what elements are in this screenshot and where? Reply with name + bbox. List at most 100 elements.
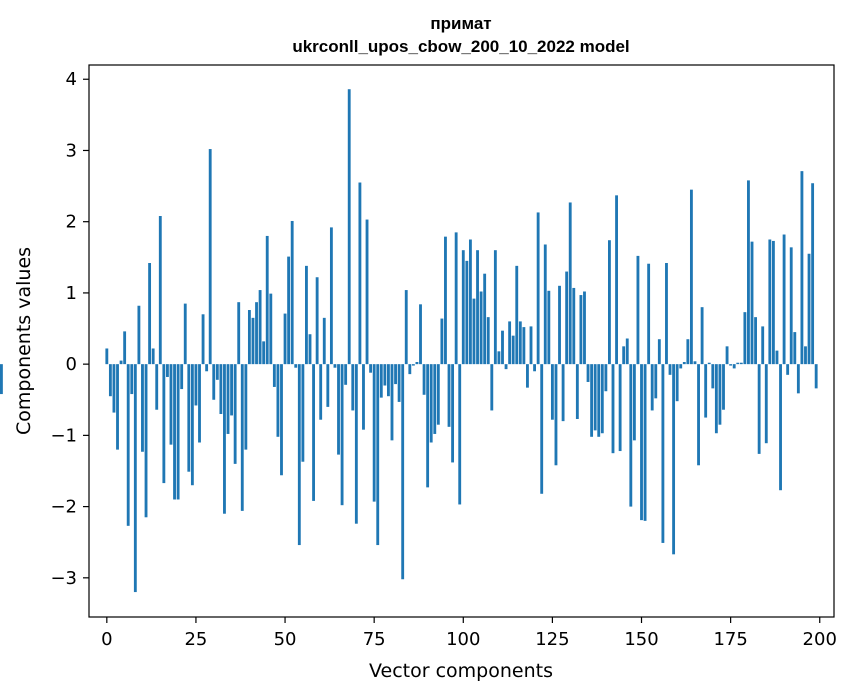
plot-frame (88, 64, 835, 618)
bar (568, 202, 572, 365)
bar (387, 364, 390, 397)
bar (476, 250, 479, 365)
bar (465, 260, 469, 365)
bar (689, 189, 693, 365)
bar (714, 364, 718, 434)
bar (657, 339, 661, 365)
bar (287, 256, 291, 365)
bar (771, 240, 775, 365)
bar (747, 180, 750, 365)
bar (454, 232, 458, 365)
bar (486, 317, 490, 365)
bar (593, 364, 597, 431)
y-tick-label: 0 (66, 354, 77, 375)
bar (440, 318, 444, 365)
bar (789, 247, 793, 365)
bar (344, 364, 348, 385)
bar (347, 89, 351, 365)
bar (205, 364, 209, 372)
x-tick-label: 200 (803, 629, 837, 650)
bar (280, 364, 283, 476)
bar (636, 255, 640, 365)
bar (511, 335, 515, 365)
bar (155, 364, 159, 410)
bar (632, 364, 636, 441)
y-tick-label: −2 (50, 497, 77, 518)
bar (411, 364, 415, 366)
bar (255, 302, 258, 365)
x-tick-label: 175 (713, 629, 747, 650)
bar (276, 364, 280, 437)
bar (518, 321, 522, 365)
bar (700, 307, 704, 365)
bar (814, 364, 818, 389)
bar (180, 364, 184, 390)
bar (583, 291, 586, 365)
bar (615, 195, 618, 365)
bar (693, 361, 697, 365)
bar (743, 312, 747, 365)
x-tick-label: 0 (101, 629, 112, 650)
bar (194, 364, 198, 406)
bar (804, 346, 807, 365)
bar (340, 364, 344, 506)
bar (608, 240, 611, 365)
bar (365, 219, 369, 365)
bar (212, 364, 216, 400)
bar (133, 364, 137, 593)
bar (629, 364, 633, 507)
bar (654, 364, 658, 399)
bar (322, 317, 326, 365)
bar (358, 182, 362, 365)
bar (529, 326, 533, 365)
bar (187, 364, 191, 472)
bar (326, 364, 330, 407)
bar (362, 364, 365, 430)
bar (329, 227, 333, 365)
bar (590, 364, 594, 437)
bar (233, 364, 237, 464)
x-axis-label: Vector components (369, 660, 553, 682)
bar (390, 364, 394, 441)
bar (315, 277, 319, 365)
bar (226, 364, 230, 434)
bar (796, 364, 800, 394)
bar (526, 364, 529, 388)
x-axis: 0 25 50 75 100 125 150 175 200 (101, 617, 837, 650)
bar (704, 364, 708, 418)
bar (586, 364, 590, 382)
bar (543, 244, 547, 365)
bar (419, 304, 422, 365)
bar (372, 364, 376, 502)
bar (757, 364, 761, 454)
bar (558, 285, 561, 365)
bar (643, 364, 647, 521)
bar (105, 348, 109, 365)
bar (682, 362, 686, 365)
bar (116, 364, 119, 450)
bar (119, 360, 123, 365)
bar (297, 364, 301, 546)
bar (800, 171, 804, 365)
bar (515, 265, 519, 365)
bar (679, 364, 683, 369)
bar (208, 149, 212, 365)
bar (711, 364, 715, 389)
bar (461, 250, 465, 365)
x-tick-label: 125 (535, 629, 569, 650)
bar (750, 241, 754, 365)
bar (622, 346, 626, 365)
bar (768, 239, 772, 365)
bar (650, 364, 654, 411)
bar (130, 364, 134, 395)
bar (305, 265, 308, 365)
x-tick-label: 25 (184, 629, 207, 650)
bar (429, 364, 433, 443)
bar (575, 364, 579, 419)
bar (775, 350, 779, 365)
bar (565, 271, 569, 365)
bar (764, 364, 768, 444)
bar (807, 253, 811, 365)
bar (219, 364, 223, 415)
